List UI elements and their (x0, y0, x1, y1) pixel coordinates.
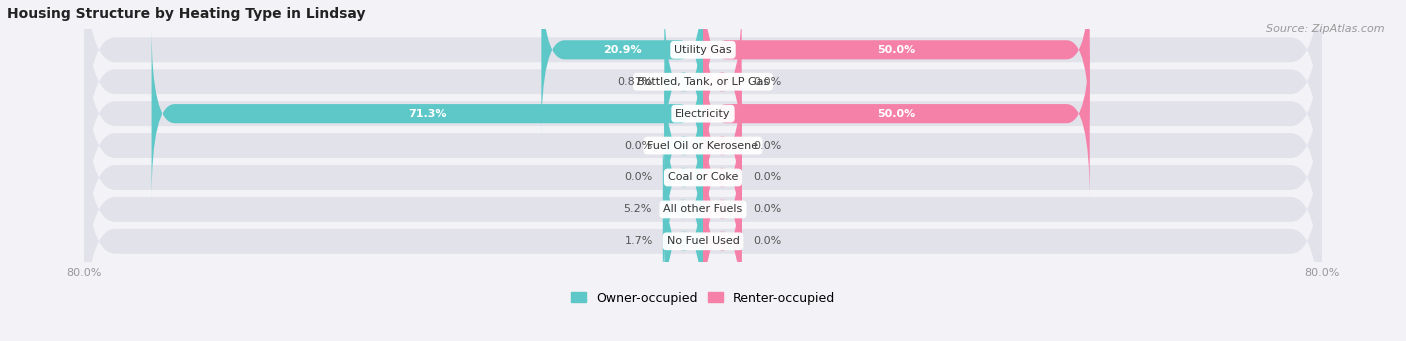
FancyBboxPatch shape (664, 91, 703, 264)
Text: 0.0%: 0.0% (624, 140, 652, 151)
FancyBboxPatch shape (152, 28, 703, 200)
Text: No Fuel Used: No Fuel Used (666, 236, 740, 246)
FancyBboxPatch shape (84, 0, 1322, 229)
Text: 20.9%: 20.9% (603, 45, 641, 55)
FancyBboxPatch shape (703, 155, 742, 327)
FancyBboxPatch shape (703, 28, 1090, 200)
FancyBboxPatch shape (703, 59, 742, 232)
Text: 0.87%: 0.87% (617, 77, 652, 87)
Legend: Owner-occupied, Renter-occupied: Owner-occupied, Renter-occupied (568, 289, 838, 307)
Text: 0.0%: 0.0% (754, 77, 782, 87)
Text: 0.0%: 0.0% (754, 173, 782, 182)
Text: 50.0%: 50.0% (877, 45, 915, 55)
Text: 0.0%: 0.0% (754, 140, 782, 151)
Text: All other Fuels: All other Fuels (664, 204, 742, 214)
Text: Coal or Coke: Coal or Coke (668, 173, 738, 182)
Text: Utility Gas: Utility Gas (675, 45, 731, 55)
FancyBboxPatch shape (664, 0, 703, 168)
Text: 0.0%: 0.0% (754, 236, 782, 246)
Text: Source: ZipAtlas.com: Source: ZipAtlas.com (1267, 24, 1385, 34)
FancyBboxPatch shape (84, 126, 1322, 341)
Text: 71.3%: 71.3% (408, 109, 447, 119)
FancyBboxPatch shape (84, 0, 1322, 197)
FancyBboxPatch shape (84, 30, 1322, 261)
FancyBboxPatch shape (541, 0, 703, 136)
FancyBboxPatch shape (703, 0, 742, 168)
FancyBboxPatch shape (703, 0, 1090, 136)
Text: 1.7%: 1.7% (624, 236, 652, 246)
Text: Fuel Oil or Kerosene: Fuel Oil or Kerosene (647, 140, 759, 151)
Text: Electricity: Electricity (675, 109, 731, 119)
Text: 0.0%: 0.0% (624, 173, 652, 182)
FancyBboxPatch shape (664, 59, 703, 232)
Text: Housing Structure by Heating Type in Lindsay: Housing Structure by Heating Type in Lin… (7, 7, 366, 21)
Text: 50.0%: 50.0% (877, 109, 915, 119)
Text: Bottled, Tank, or LP Gas: Bottled, Tank, or LP Gas (637, 77, 769, 87)
FancyBboxPatch shape (703, 123, 742, 296)
FancyBboxPatch shape (662, 123, 703, 296)
Text: 0.0%: 0.0% (754, 204, 782, 214)
FancyBboxPatch shape (664, 155, 703, 327)
FancyBboxPatch shape (703, 91, 742, 264)
FancyBboxPatch shape (84, 0, 1322, 165)
Text: 5.2%: 5.2% (623, 204, 651, 214)
FancyBboxPatch shape (84, 62, 1322, 293)
FancyBboxPatch shape (84, 94, 1322, 325)
